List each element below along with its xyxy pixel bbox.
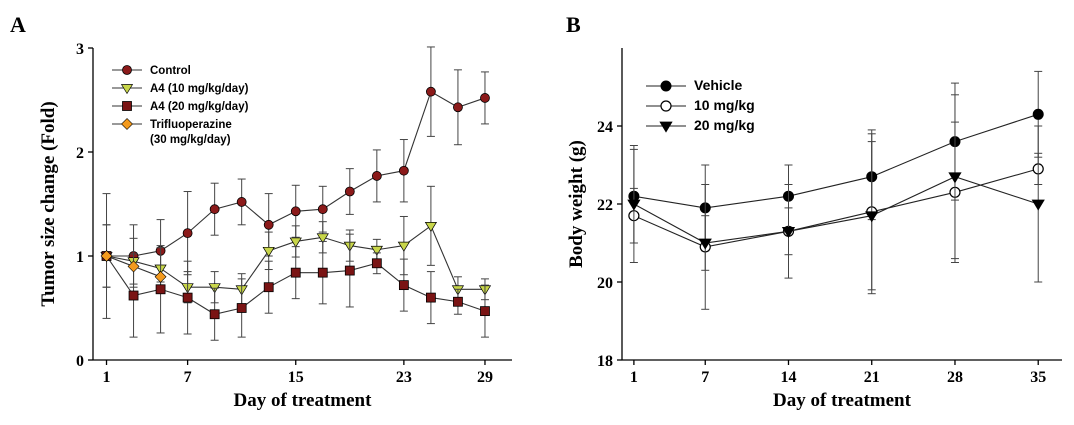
data-point: [290, 267, 301, 278]
y-tick-label: 22: [597, 197, 613, 214]
data-point: [371, 258, 382, 269]
data-point: [263, 282, 274, 293]
y-tick-label: 2: [76, 145, 84, 162]
data-point: [397, 241, 410, 252]
legend-marker: [122, 65, 132, 75]
y-tick-label: 0: [76, 353, 84, 370]
data-point: [317, 267, 328, 278]
data-point: [371, 171, 382, 181]
data-point: [398, 165, 409, 176]
series-1: [628, 70, 1044, 252]
data-point: [236, 303, 247, 313]
x-axis-label: Day of treatment: [234, 390, 373, 411]
data-point: [344, 265, 355, 276]
data-point: [1032, 108, 1044, 120]
data-point: [398, 280, 409, 291]
x-tick-label: 7: [701, 369, 709, 386]
y-tick-label: 18: [597, 353, 613, 370]
legend-label: Vehicle: [694, 77, 742, 93]
data-point: [209, 309, 220, 320]
x-tick-label: 1: [630, 369, 638, 386]
data-point: [128, 290, 139, 301]
x-tick-label: 1: [103, 369, 111, 386]
data-point: [289, 237, 302, 248]
y-tick-label: 1: [76, 249, 84, 266]
data-point: [627, 199, 641, 211]
x-axis-label: Day of treatment: [773, 390, 912, 411]
data-point: [865, 211, 879, 223]
data-point: [263, 219, 274, 230]
data-point: [182, 292, 193, 303]
legend-marker: [121, 118, 133, 130]
series-3: [627, 94, 1045, 291]
data-point: [453, 102, 463, 113]
data-point: [127, 260, 140, 273]
data-point: [344, 186, 355, 197]
x-tick-label: 23: [396, 369, 412, 386]
y-tick-label: 24: [597, 119, 613, 136]
legend-marker: [660, 80, 672, 92]
data-point: [154, 270, 167, 283]
data-point: [262, 246, 275, 257]
data-point: [290, 206, 301, 217]
series-line: [633, 113, 1039, 209]
legend-marker: [659, 121, 673, 133]
data-point: [948, 172, 962, 184]
panel-b: B 18 20 22 24 1 7 14 21 28 35 Day of treatment Body…: [566, 12, 1062, 411]
legend-label: (30 mg/kg/day): [150, 134, 231, 146]
x-tick-label: 7: [184, 369, 192, 386]
data-point: [316, 233, 329, 244]
data-point: [317, 204, 328, 215]
series-line: [633, 176, 1039, 244]
data-point: [182, 228, 193, 239]
series-4: [100, 250, 167, 283]
x-tick-label: 35: [1030, 369, 1046, 386]
series-2: [628, 121, 1044, 310]
legend-label: 20 mg/kg: [694, 117, 755, 133]
x-tick-label: 29: [477, 369, 493, 386]
panel-b-plot-area: [627, 70, 1045, 310]
y-tick-label: 20: [597, 275, 613, 292]
data-point: [426, 86, 436, 97]
legend-marker: [120, 84, 134, 95]
panel-b-legend: Vehicle 10 mg/kg 20 mg/kg: [646, 77, 755, 133]
series-line: [633, 168, 1039, 248]
y-tick-label: 3: [76, 41, 84, 58]
x-tick-label: 21: [864, 369, 880, 386]
data-point: [424, 221, 438, 233]
data-point: [236, 197, 247, 207]
series-3: [101, 224, 490, 341]
data-point: [698, 238, 712, 250]
legend-label: A4 (20 mg/kg/day): [150, 101, 249, 113]
data-point: [155, 284, 166, 295]
panel-a-legend: Control A4 (10 mg/kg/day) A4 (20 mg/kg/day…: [112, 65, 249, 146]
y-axis-label: Body weight (g): [566, 140, 587, 268]
data-point: [453, 296, 463, 307]
panel-b-letter: B: [566, 12, 581, 37]
data-point: [1031, 199, 1045, 211]
panel-a-plot-area: [100, 46, 492, 341]
data-point: [100, 250, 113, 262]
legend-marker: [660, 100, 672, 112]
data-point: [480, 306, 490, 317]
data-point: [209, 204, 220, 215]
panel-a-letter: A: [10, 12, 26, 37]
legend-label: 10 mg/kg: [694, 97, 755, 113]
x-tick-label: 15: [288, 369, 304, 386]
legend-label: A4 (10 mg/kg/day): [150, 83, 249, 95]
x-tick-label: 28: [947, 369, 963, 386]
y-axis-label: Tumor size change (Fold): [38, 101, 59, 306]
legend-marker: [122, 101, 132, 111]
data-point: [480, 93, 490, 103]
data-point: [781, 226, 796, 238]
data-point: [426, 292, 436, 303]
panel-b-axes: 18 20 22 24 1 7 14 21 28 35 Day of treatment Body w…: [566, 48, 1062, 411]
x-tick-label: 14: [780, 369, 796, 386]
data-point: [370, 245, 383, 256]
legend-label: Control: [150, 65, 191, 77]
legend-label: Trifluoperazine: [150, 119, 232, 131]
